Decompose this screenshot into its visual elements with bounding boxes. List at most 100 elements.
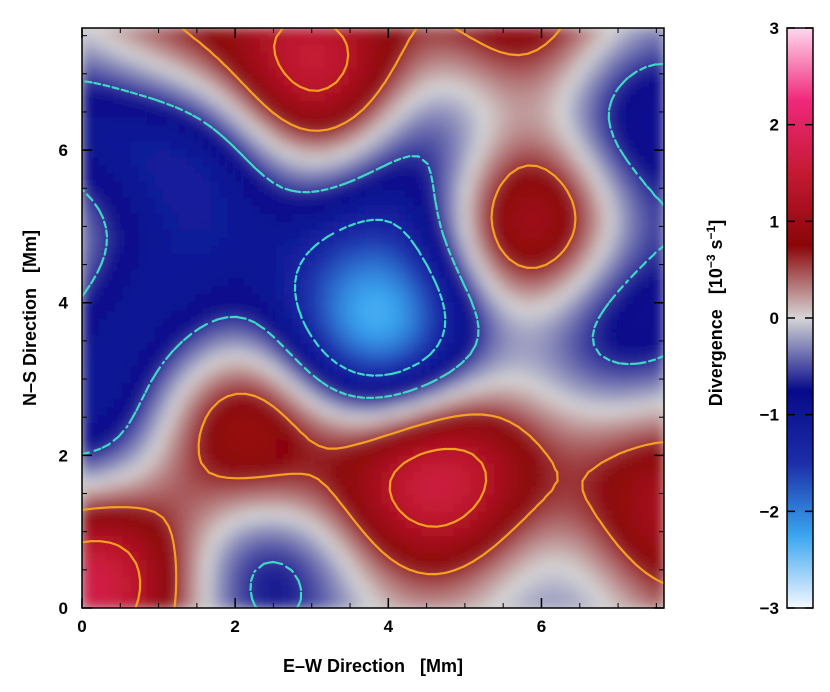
heatmap-cell [437,301,447,311]
heatmap-cell [599,422,609,432]
heatmap-cell [276,398,285,408]
heatmap-cell [526,253,536,263]
heatmap-cell [211,454,221,464]
heatmap-cell [494,358,503,367]
heatmap-cell [267,205,277,214]
heatmap-cell [243,301,253,311]
heatmap-cell [599,543,609,553]
heatmap-cell [235,285,245,295]
heatmap-cell [550,301,560,311]
heatmap-cell [179,326,188,335]
heatmap-cell [146,181,156,190]
heatmap-cell [534,390,544,400]
heatmap-cell [445,229,455,239]
heatmap-cell [324,430,334,440]
heatmap-cell [558,575,568,585]
heatmap-cell [542,591,552,601]
heatmap-cell [267,36,277,45]
heatmap-cell [267,551,277,561]
heatmap-cell [235,559,245,569]
heatmap-cell [243,237,253,247]
heatmap-cell [146,318,156,327]
heatmap-cell [470,446,479,456]
heatmap-cell [575,237,584,247]
heatmap-cell [300,36,309,45]
heatmap-cell [453,334,463,343]
heatmap-cell [292,559,301,569]
heatmap-cell [284,36,293,45]
heatmap-cell [567,471,576,480]
heatmap-cell [340,543,350,553]
heatmap-cell [243,519,253,529]
heatmap-cell [389,197,398,206]
heatmap-cell [211,60,221,69]
heatmap-cell [478,132,487,142]
heatmap-cell [413,527,423,537]
heatmap-cell [162,551,172,561]
heatmap-cell [631,84,641,94]
heatmap-cell [518,535,528,545]
heatmap-cell [453,503,463,512]
heatmap-cell [470,575,479,585]
heatmap-cell [235,535,245,545]
heatmap-cell [90,92,99,102]
heatmap-cell [550,438,560,448]
heatmap-cell [235,36,245,45]
heatmap-cell [251,463,261,472]
heatmap-cell [599,124,609,134]
heatmap-cell [187,261,196,271]
heatmap-cell [187,471,196,480]
heatmap-cell [114,591,124,601]
heatmap-cell [219,189,229,198]
heatmap-cell [227,599,237,608]
heatmap-cell [98,446,107,456]
heatmap-cell [284,309,293,319]
heatmap-cell [340,189,350,198]
heatmap-cell [373,261,382,271]
heatmap-cell [211,551,221,561]
heatmap-cell [623,342,633,351]
heatmap-cell [106,181,115,190]
heatmap-cell [179,164,188,174]
heatmap-cell [170,454,180,464]
heatmap-cell [389,229,398,239]
heatmap-cell [284,535,293,545]
heatmap-cell [332,197,342,206]
heatmap-cell [259,164,269,174]
heatmap-cell [122,124,132,134]
heatmap-cell [162,76,172,85]
heatmap-cell [478,245,487,255]
heatmap-cell [542,84,552,94]
heatmap-cell [219,503,229,512]
heatmap-cell [389,60,398,69]
heatmap-cell [567,551,576,561]
heatmap-cell [583,277,592,287]
heatmap-cell [98,148,107,158]
heatmap-cell [591,479,600,488]
heatmap-cell [639,422,649,432]
heatmap-cell [470,527,479,537]
heatmap-cell [340,221,350,230]
heatmap-cell [106,527,115,537]
heatmap-cell [405,245,415,255]
heatmap-cell [510,116,520,126]
heatmap-cell [348,599,358,608]
heatmap-cell [445,261,455,271]
heatmap-cell [486,173,495,182]
heatmap-cell [445,76,455,85]
heatmap-cell [114,261,124,271]
heatmap-cell [591,229,600,239]
heatmap-cell [154,261,164,271]
heatmap-cell [82,551,91,561]
heatmap-cell [534,503,544,512]
heatmap-cell [623,245,633,255]
heatmap-cell [276,366,285,375]
heatmap-cell [219,229,229,239]
heatmap-cell [219,479,229,488]
heatmap-cell [235,269,245,279]
heatmap-cell [599,68,609,77]
heatmap-cell [429,479,439,488]
heatmap-cell [82,277,91,287]
heatmap-cell [130,318,140,327]
heatmap-cell [82,599,91,608]
